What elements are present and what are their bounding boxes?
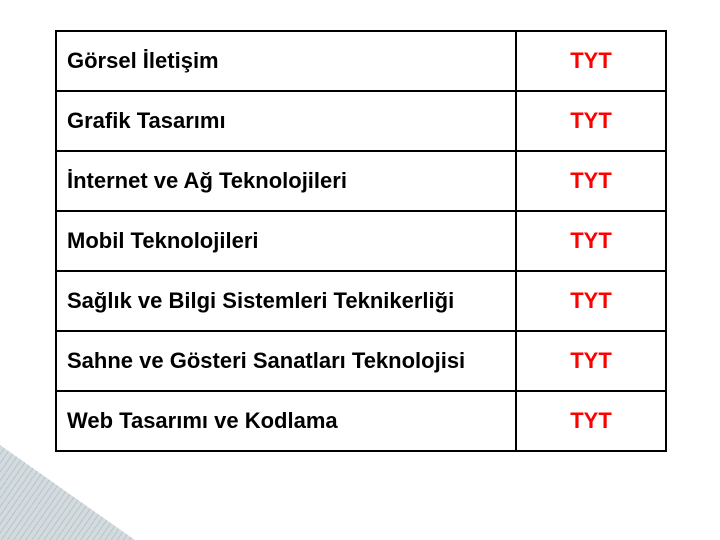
programs-table: Görsel İletişim TYT Grafik Tasarımı TYT … — [55, 30, 667, 452]
table-row: Mobil Teknolojileri TYT — [56, 211, 666, 271]
table-row: Grafik Tasarımı TYT — [56, 91, 666, 151]
table-row: Sağlık ve Bilgi Sistemleri Teknikerliği … — [56, 271, 666, 331]
program-name-cell: İnternet ve Ağ Teknolojileri — [56, 151, 516, 211]
program-name-cell: Mobil Teknolojileri — [56, 211, 516, 271]
table-row: İnternet ve Ağ Teknolojileri TYT — [56, 151, 666, 211]
corner-accent-icon — [0, 445, 135, 540]
exam-code-cell: TYT — [516, 31, 666, 91]
program-name-cell: Sağlık ve Bilgi Sistemleri Teknikerliği — [56, 271, 516, 331]
table-row: Görsel İletişim TYT — [56, 31, 666, 91]
exam-code-cell: TYT — [516, 271, 666, 331]
table-row: Web Tasarımı ve Kodlama TYT — [56, 391, 666, 451]
program-name-cell: Sahne ve Gösteri Sanatları Teknolojisi — [56, 331, 516, 391]
exam-code-cell: TYT — [516, 211, 666, 271]
program-name-cell: Web Tasarımı ve Kodlama — [56, 391, 516, 451]
exam-code-cell: TYT — [516, 331, 666, 391]
exam-code-cell: TYT — [516, 91, 666, 151]
program-name-cell: Görsel İletişim — [56, 31, 516, 91]
table-row: Sahne ve Gösteri Sanatları Teknolojisi T… — [56, 331, 666, 391]
programs-table-body: Görsel İletişim TYT Grafik Tasarımı TYT … — [56, 31, 666, 451]
program-name-cell: Grafik Tasarımı — [56, 91, 516, 151]
exam-code-cell: TYT — [516, 151, 666, 211]
exam-code-cell: TYT — [516, 391, 666, 451]
